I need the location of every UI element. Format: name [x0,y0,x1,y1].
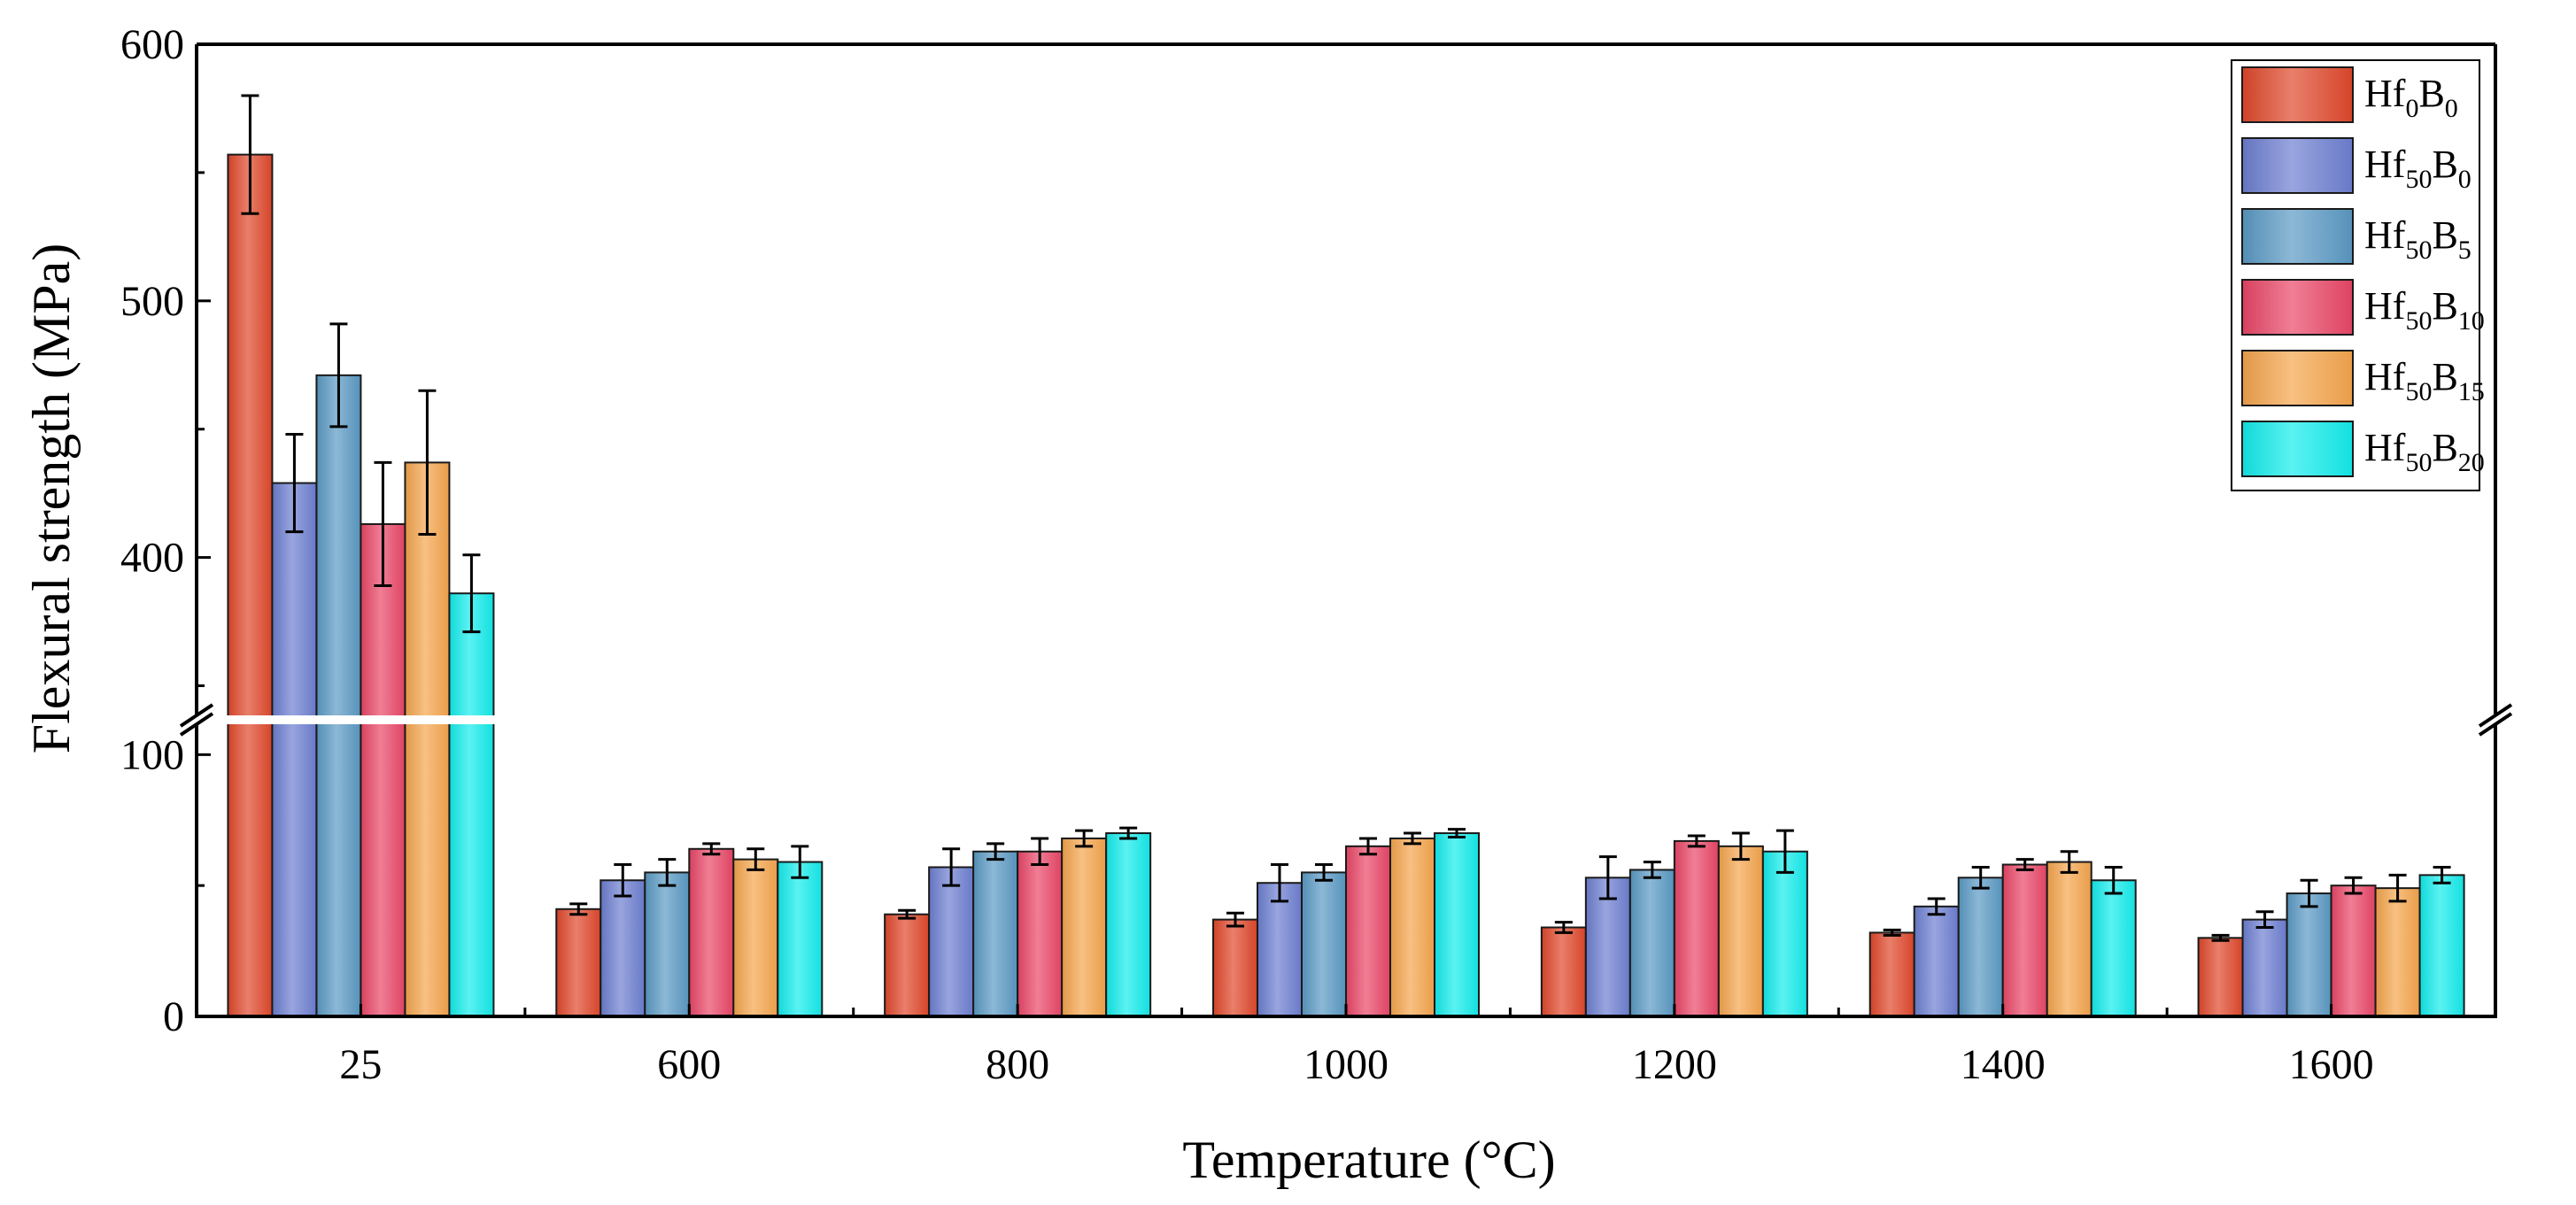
legend-swatch-Hf50B10 [2241,279,2354,336]
x-tick-label: 1200 [1632,1041,1717,1088]
axis-break-mark-right [2478,703,2513,728]
bar-Hf50B10-1600 [2330,884,2377,1017]
y-tick-label: 600 [120,21,184,68]
ticks-layer: 25 600 800 1000 1200 1400 1600 0 100 400 500 600 [120,21,2374,1088]
legend-box [2231,59,2480,491]
legend-swatch-Hf0B0 [2241,66,2354,123]
bar-Hf0B0-600 [555,908,602,1017]
bar-Hf50B20-25 [448,592,495,1017]
axis-break-mark-right [2478,712,2513,737]
bar-Hf50B10-600 [688,847,735,1017]
bar-Hf50B10-1400 [2001,863,2048,1017]
bar-Hf50B5-1000 [1301,871,1347,1017]
bar-Hf50B20-800 [1105,832,1152,1017]
bar-Hf50B20-1200 [1761,850,1808,1017]
bar-Hf0B0-1000 [1212,918,1258,1017]
bar-Hf50B0-600 [600,879,646,1017]
legend: Hf0B0 Hf50B0 Hf50B5 Hf50B10 Hf50B15 Hf50B20 [2231,59,2485,491]
legend-swatch-Hf50B0 [2241,137,2354,194]
bar-Hf50B0-25 [271,482,318,1017]
bar-Hf50B15-25 [404,461,451,1017]
bar-Hf0B0-1200 [1540,926,1587,1018]
y-tick-label: 0 [163,993,184,1040]
bar-Hf50B10-1200 [1673,839,1720,1017]
bar-Hf50B10-25 [360,522,406,1017]
legend-swatch-Hf50B15 [2241,350,2354,406]
x-tick-label: 600 [657,1041,721,1088]
bar-Hf0B0-1400 [1868,931,1915,1018]
bar-Hf50B20-1000 [1434,832,1480,1017]
bar-Hf50B5-600 [644,871,691,1017]
bar-Hf0B0-25 [227,153,274,1017]
bar-Hf50B0-1400 [1913,905,1960,1018]
bars-layer [227,94,2465,1018]
legend-swatch-Hf50B5 [2241,208,2354,265]
bar-Hf50B10-1000 [1345,845,1391,1018]
bar-Hf50B15-1400 [2046,861,2093,1018]
x-axis-title: Temperature (°C) [1182,1131,1555,1189]
x-tick-label: 1400 [1961,1041,2046,1088]
y-tick-label: 100 [120,731,184,778]
axis-break-mark-left [179,703,214,728]
x-tick-label: 800 [986,1041,1049,1088]
legend-label-Hf50B0: Hf50B0 [2364,143,2472,194]
bar-Hf50B5-800 [972,850,1019,1017]
bar-Hf50B10-800 [1017,850,1064,1017]
bar-Hf0B0-1600 [2197,937,2244,1017]
bar-Hf50B15-800 [1061,837,1108,1018]
x-tick-label: 25 [339,1041,382,1088]
legend-label-Hf50B20: Hf50B20 [2364,426,2485,477]
bar-Hf50B20-1600 [2418,874,2465,1018]
bar-Hf50B5-1200 [1628,869,1675,1017]
bar-Hf50B15-1600 [2374,887,2421,1017]
x-tick-label: 1000 [1303,1041,1389,1088]
y-tick-label: 500 [120,278,184,325]
legend-label-Hf50B15: Hf50B15 [2364,355,2485,406]
legend-swatch-Hf50B20 [2241,421,2354,477]
legend-label-Hf0B0: Hf0B0 [2364,72,2458,123]
bar-Hf50B15-1200 [1717,845,1764,1018]
axis-break-gap [170,715,2522,724]
bar-Hf50B20-600 [777,861,824,1018]
legend-label-Hf50B10: Hf50B10 [2364,284,2485,336]
bar-Hf50B15-1000 [1389,837,1435,1018]
bar-Hf50B15-600 [732,858,779,1018]
bar-Hf50B5-1600 [2286,892,2332,1017]
bar-Hf50B5-1400 [1957,877,2004,1017]
axes-layer [170,42,2522,1018]
bar-Hf50B0-1600 [2241,918,2288,1017]
legend-label-Hf50B5: Hf50B5 [2364,213,2472,265]
bar-Hf50B0-1000 [1257,882,1303,1018]
bar-Hf50B5-25 [315,374,362,1017]
bar-Hf50B0-800 [928,866,975,1018]
y-axis-title: Flexural strength (MPa) [22,243,81,754]
x-tick-label: 1600 [2289,1041,2374,1088]
bar-Hf0B0-800 [884,913,931,1018]
axis-break-mark-left [179,712,214,737]
y-tick-label: 400 [120,535,184,582]
bar-Hf50B20-1400 [2090,879,2137,1017]
